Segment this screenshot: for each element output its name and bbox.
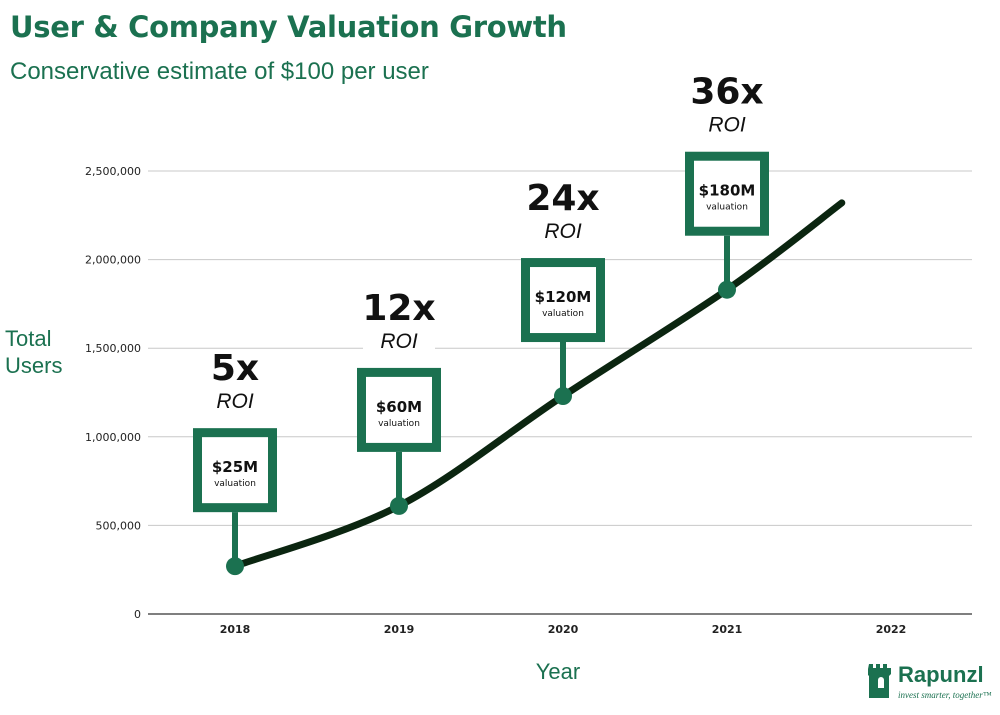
valuation-box-inner [202, 437, 268, 504]
data-point [718, 280, 736, 299]
roi-label: ROI [216, 390, 254, 413]
roi-multiple: 36x [690, 72, 763, 113]
y-tick-label: 2,500,000 [85, 165, 141, 178]
y-axis-title-line-2: Users [5, 353, 62, 378]
valuation-amount: $25M [212, 458, 258, 476]
valuation-amount: $120M [535, 288, 592, 306]
roi-label: ROI [708, 114, 746, 137]
logo-name: Rapunzl [898, 662, 984, 687]
y-tick-labels: 0 500,000 1,000,000 1,500,000 2,000,000 2,500… [85, 165, 141, 621]
valuation-label: valuation [378, 419, 420, 429]
y-tick-label: 2,000,000 [85, 254, 141, 267]
y-tick-label: 1,500,000 [85, 342, 141, 355]
chart-title: User & Company Valuation Growth [10, 10, 567, 44]
x-tick-labels: 2018 2019 2020 2021 2022 [220, 623, 907, 636]
valuation-amount: $180M [699, 182, 756, 200]
valuation-label: valuation [542, 309, 584, 319]
tower-icon [868, 664, 891, 698]
users-series [231, 199, 846, 570]
roi-multiple: 24x [526, 178, 599, 219]
chart-subtitle: Conservative estimate of $100 per user [10, 58, 429, 85]
y-tick-label: 500,000 [96, 519, 142, 532]
valuation-box-inner [530, 267, 596, 334]
gridlines [148, 170, 972, 615]
data-point [226, 557, 244, 576]
y-axis-title-line-1: Total [5, 326, 51, 351]
y-tick-label: 0 [134, 608, 141, 621]
roi-label-backdrop [363, 325, 435, 354]
roi-label-backdrop [527, 216, 599, 245]
x-tick-label: 2018 [220, 623, 251, 636]
rapunzl-logo: Rapunzl invest smarter, together™ [868, 660, 996, 708]
valuation-label: valuation [706, 203, 748, 213]
x-tick-label: 2020 [548, 623, 579, 636]
valuation-box-inner [366, 376, 432, 443]
roi-label-backdrop [691, 109, 763, 138]
x-axis-title: Year [536, 659, 580, 684]
roi-multiple: 5x [211, 348, 259, 389]
y-tick-label: 1,000,000 [85, 431, 141, 444]
users-growth-line [231, 199, 846, 570]
roi-label: ROI [544, 220, 582, 243]
data-point [390, 496, 408, 515]
roi-label: ROI [380, 330, 418, 353]
roi-label-backdrop [199, 386, 271, 415]
x-tick-label: 2022 [876, 623, 907, 636]
x-tick-label: 2019 [384, 623, 415, 636]
valuation-box-inner [694, 160, 760, 227]
data-point [554, 387, 572, 406]
x-tick-label: 2021 [712, 623, 743, 636]
valuation-amount: $60M [376, 398, 422, 416]
roi-multiple: 12x [362, 288, 435, 329]
valuation-label: valuation [214, 479, 256, 489]
logo-tagline: invest smarter, together™ [898, 690, 992, 700]
